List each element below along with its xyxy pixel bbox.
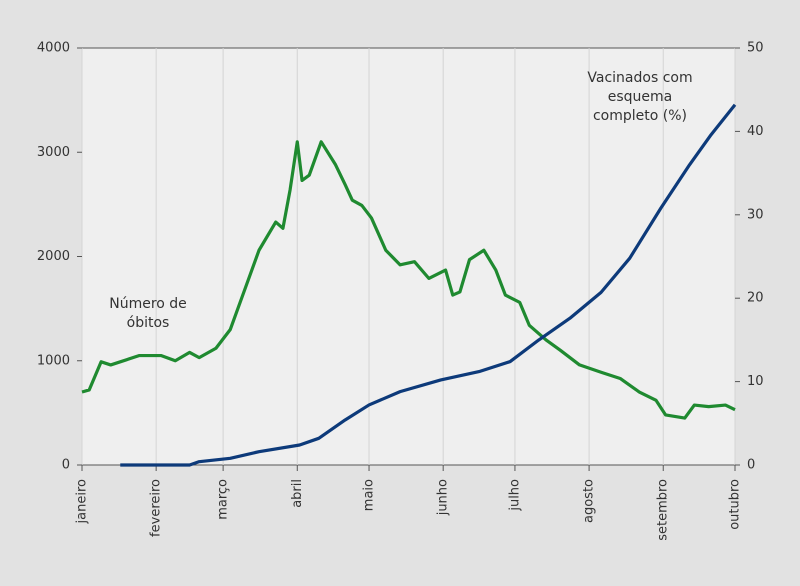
x-tick-label: junho: [436, 479, 451, 516]
annotation: Vacinados com: [587, 70, 692, 86]
annotation: Número de: [109, 296, 187, 312]
y-tick-label: 2000: [37, 249, 70, 264]
y2-tick-label: 20: [747, 291, 764, 306]
plot-area: [81, 47, 736, 466]
y-tick-label: 3000: [37, 145, 70, 160]
x-tick-label: setembro: [656, 479, 671, 541]
y-tick-label: 4000: [37, 41, 70, 56]
series-line: [81, 140, 736, 420]
x-tick-label: abril: [290, 479, 305, 508]
x-tick-label: agosto: [582, 479, 597, 523]
x-tick-label: julho: [507, 479, 522, 512]
x-tick-label: maio: [362, 479, 377, 511]
y2-tick-label: 40: [747, 124, 764, 139]
x-tick-label: janeiro: [75, 479, 90, 524]
y2-tick-label: 30: [747, 207, 764, 222]
y2-tick-label: 50: [747, 41, 764, 56]
x-tick-label: fevereiro: [149, 479, 164, 537]
y-tick-label: 0: [62, 458, 70, 473]
series-line: [120, 103, 737, 467]
annotation: completo (%): [593, 108, 687, 124]
x-tick-label: março: [216, 479, 231, 520]
y2-tick-label: 10: [747, 374, 764, 389]
annotation: esquema: [608, 89, 673, 105]
x-tick-label: outubro: [728, 479, 743, 530]
annotation: óbitos: [127, 315, 170, 331]
y-tick-label: 1000: [37, 353, 70, 368]
y2-tick-label: 0: [747, 458, 755, 473]
